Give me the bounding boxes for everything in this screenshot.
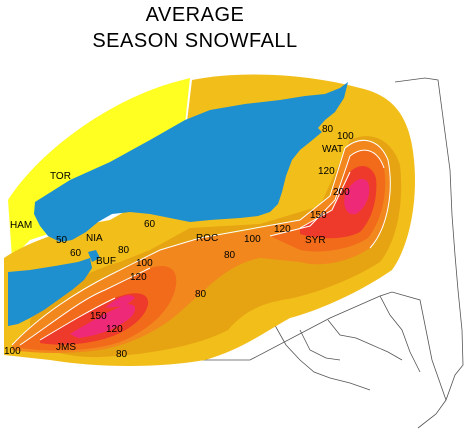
contour-label-80-d: 80 (322, 124, 334, 135)
city-label-roc: ROC (196, 233, 218, 244)
lake-ontario (34, 82, 348, 242)
contour-label-150-b: 150 (90, 311, 107, 322)
contour-line-150 (39, 171, 351, 341)
contour-label-120-d: 120 (106, 324, 123, 335)
contour-label-100-a: 100 (337, 131, 354, 142)
map-title-line-1: AVERAGE (145, 4, 245, 26)
contour-label-150-a: 150 (310, 210, 327, 221)
contour-label-50: 50 (56, 235, 68, 246)
contour-label-100-c: 100 (136, 258, 153, 269)
county-line-2 (327, 319, 403, 361)
water-bodies (8, 82, 348, 326)
contour-label-80-a: 80 (118, 245, 130, 256)
contour-label-60-a: 60 (144, 219, 156, 230)
city-label-nia: NIA (86, 233, 103, 244)
map-title-line-2: SEASON SNOWFALL (92, 30, 298, 52)
contour-lines (11, 139, 391, 346)
city-label-syr: SYR (305, 235, 326, 246)
band-200 (70, 178, 370, 338)
city-label-tor: TOR (50, 171, 71, 182)
county-line-4 (299, 329, 341, 361)
county-line-3 (379, 295, 421, 373)
contour-label-200: 200 (333, 187, 350, 198)
state-outline-east (394, 77, 464, 429)
city-label-jms: JMS (56, 342, 76, 353)
city-label-ham: HAM (10, 220, 32, 231)
contour-value-labels: 50 60 60 80 80 80 80 80 100 100 100 100 … (4, 124, 354, 360)
contour-label-100-b: 100 (244, 234, 261, 245)
contour-label-60-b: 60 (70, 248, 82, 259)
niagara-river (88, 250, 100, 262)
contour-label-120-b: 120 (274, 224, 291, 235)
contour-label-100-d: 100 (4, 346, 21, 357)
contour-line-100 (11, 139, 391, 346)
county-line-1 (271, 319, 371, 391)
city-labels: TOR HAM NIA BUF ROC SYR WAT JMS (10, 144, 343, 353)
contour-label-80-b: 80 (224, 250, 236, 261)
city-label-wat: WAT (322, 144, 343, 155)
contour-label-80-c: 80 (195, 289, 207, 300)
lake-erie (8, 258, 92, 326)
contour-label-120-c: 120 (130, 272, 147, 283)
contour-label-80-e: 80 (116, 349, 128, 360)
contour-label-120-a: 120 (318, 166, 335, 177)
contour-line-120 (19, 149, 385, 346)
city-label-buf: BUF (96, 256, 116, 267)
